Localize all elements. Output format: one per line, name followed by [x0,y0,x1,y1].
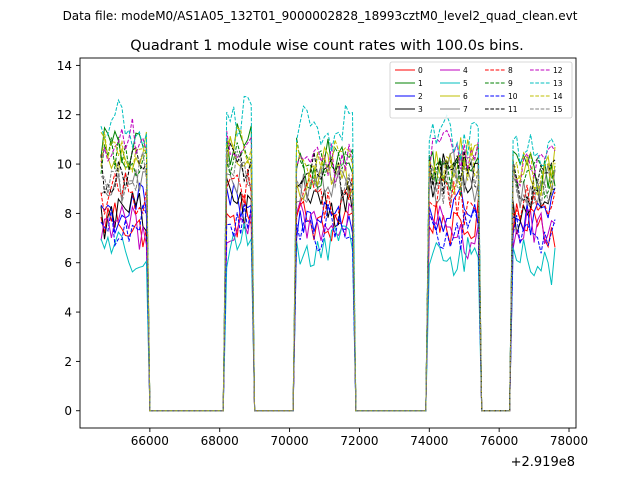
y-tick-label: 10 [57,158,72,172]
y-tick-label: 14 [57,59,72,73]
legend-label-8: 8 [508,66,513,75]
series-line-10 [100,203,556,412]
x-tick-label: 78000 [550,434,588,448]
legend-label-12: 12 [553,66,563,75]
legend-box [389,61,573,119]
legend-label-1: 1 [418,79,423,88]
x-axis-offset-label: +2.919e8 [511,455,575,470]
x-tick-label: 72000 [340,434,378,448]
legend-label-7: 7 [463,105,468,114]
y-tick-label: 0 [64,404,72,418]
legend-label-0: 0 [418,66,423,75]
figure-suptitle: Data file: modeM0/AS1A05_132T01_90000028… [63,9,578,23]
legend-label-11: 11 [508,105,518,114]
legend-label-14: 14 [553,92,563,101]
series-line-15 [100,150,556,412]
chart-title: Quadrant 1 module wise count rates with … [130,38,524,54]
legend-label-3: 3 [418,105,423,114]
legend-label-13: 13 [553,79,563,88]
x-tick-label: 68000 [201,434,239,448]
legend-label-2: 2 [418,92,423,101]
y-axis: 0 2 4 6 8 10 12 14 [57,59,80,418]
series-line-14 [100,127,556,412]
x-tick-label: 76000 [480,434,518,448]
legend-label-6: 6 [463,92,468,101]
plot-lines [100,95,556,412]
y-tick-label: 2 [64,355,72,369]
legend-label-9: 9 [508,79,513,88]
y-tick-label: 12 [57,108,72,122]
legend-label-5: 5 [463,79,468,88]
legend-label-10: 10 [508,92,518,101]
x-axis: 66000 68000 70000 72000 74000 76000 78000 [131,428,588,448]
legend-label-4: 4 [463,66,468,75]
y-tick-label: 6 [64,256,72,270]
legend-label-15: 15 [553,105,563,114]
y-tick-label: 4 [64,306,72,320]
x-tick-label: 66000 [131,434,169,448]
axes-frame [79,57,577,429]
y-tick-label: 8 [64,207,72,221]
x-tick-label: 74000 [410,434,448,448]
x-tick-label: 70000 [270,434,308,448]
